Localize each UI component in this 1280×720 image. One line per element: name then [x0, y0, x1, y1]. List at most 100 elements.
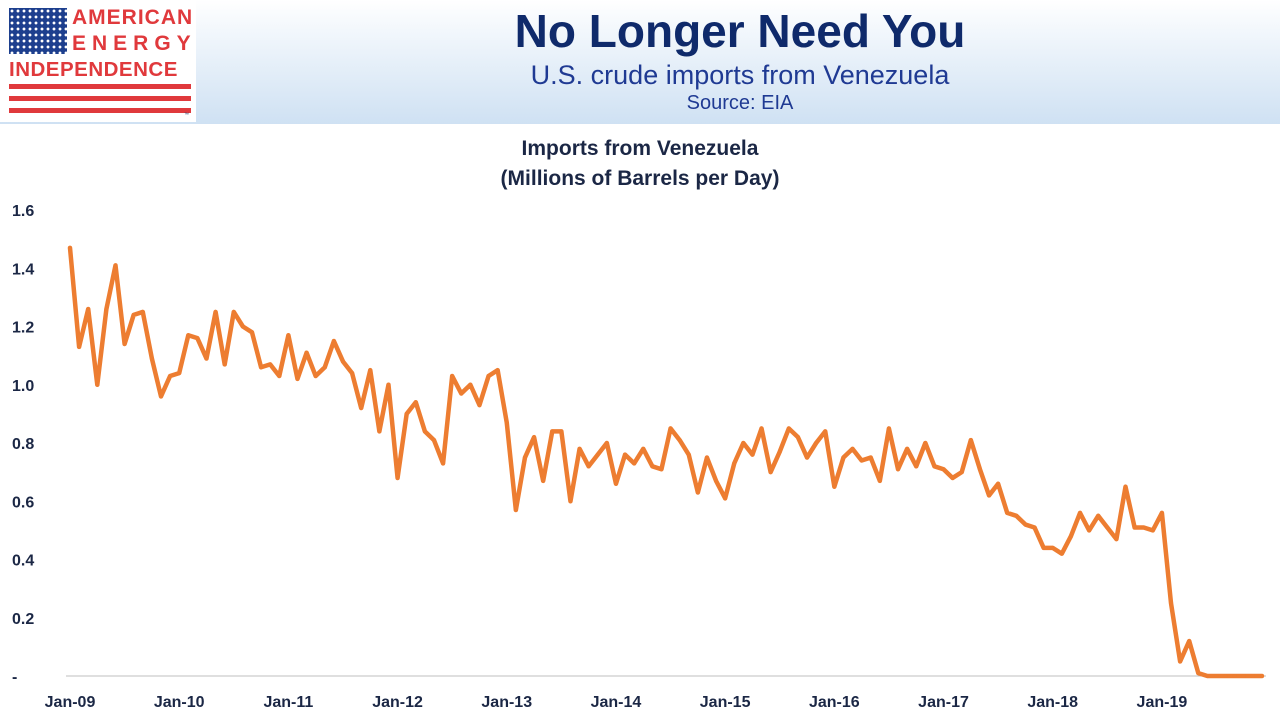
data-point — [140, 309, 145, 314]
chart-title-line1: Imports from Venezuela — [522, 137, 759, 160]
data-point — [996, 481, 1001, 486]
data-point — [95, 382, 100, 387]
data-point — [695, 490, 700, 495]
x-tick-label: Jan-12 — [372, 694, 423, 711]
y-tick-label: 0.4 — [12, 553, 34, 570]
data-point — [131, 312, 136, 317]
data-point — [195, 336, 200, 341]
x-tick-label: Jan-17 — [918, 694, 969, 711]
data-point — [149, 356, 154, 361]
data-point — [832, 484, 837, 489]
data-point — [104, 307, 109, 312]
data-point — [577, 446, 582, 451]
data-point — [850, 446, 855, 451]
data-point — [550, 429, 555, 434]
data-point — [595, 452, 600, 457]
data-point — [286, 333, 291, 338]
data-point — [613, 481, 618, 486]
data-point — [386, 382, 391, 387]
data-point — [240, 324, 245, 329]
data-point — [1123, 484, 1128, 489]
data-point — [686, 452, 691, 457]
logo-trademark: ™ — [184, 112, 189, 118]
x-tick-label: Jan-19 — [1137, 694, 1188, 711]
data-point — [1068, 534, 1073, 539]
data-point — [213, 309, 218, 314]
data-point — [859, 458, 864, 463]
data-point — [304, 350, 309, 355]
data-point — [1078, 510, 1083, 515]
data-point — [868, 455, 873, 460]
data-point — [777, 449, 782, 454]
data-point — [1059, 551, 1064, 556]
data-point — [395, 475, 400, 480]
data-point — [268, 362, 273, 367]
data-point — [805, 455, 810, 460]
header-banner: AMERICAN ENERGY INDEPENDENCE ™ No Longer… — [0, 0, 1280, 124]
x-tick-label: Jan-13 — [481, 694, 532, 711]
logo-text-american: AMERICAN — [72, 6, 194, 29]
y-tick-label: 0.2 — [12, 611, 34, 628]
data-point — [704, 455, 709, 460]
data-point — [1096, 513, 1101, 518]
data-point — [1178, 659, 1183, 664]
data-point — [941, 467, 946, 472]
x-tick-label: Jan-18 — [1027, 694, 1078, 711]
data-point — [222, 362, 227, 367]
data-point — [1187, 639, 1192, 644]
data-point — [723, 496, 728, 501]
data-point — [1023, 522, 1028, 527]
page-subtitle: U.S. crude imports from Venezuela — [530, 60, 950, 90]
page-title: No Longer Need You — [514, 5, 966, 57]
data-point — [641, 446, 646, 451]
data-point — [486, 374, 491, 379]
data-point — [377, 429, 382, 434]
data-point — [795, 435, 800, 440]
data-point — [259, 365, 264, 370]
data-point — [714, 478, 719, 483]
data-point — [1260, 674, 1264, 678]
american-energy-independence-logo: AMERICAN ENERGY INDEPENDENCE ™ — [0, 0, 196, 122]
y-tick-label: 1.6 — [12, 203, 34, 220]
data-point — [86, 307, 91, 312]
data-point — [923, 441, 928, 445]
data-point — [668, 426, 673, 431]
data-point — [841, 455, 846, 460]
data-point — [1205, 674, 1210, 678]
data-point — [322, 365, 327, 370]
data-point — [1005, 510, 1010, 515]
data-point — [1169, 601, 1174, 606]
data-point — [877, 478, 882, 483]
data-point — [623, 452, 628, 457]
x-tick-label: Jan-11 — [263, 694, 313, 711]
data-point — [368, 368, 373, 373]
data-point — [750, 452, 755, 457]
data-point — [1141, 525, 1146, 530]
data-point — [632, 461, 637, 466]
data-point — [1159, 510, 1164, 515]
data-point — [977, 467, 982, 472]
y-tick-label: 1.0 — [12, 378, 34, 395]
data-point — [1250, 674, 1255, 678]
data-point — [359, 406, 364, 411]
logo-text-independence: INDEPENDENCE — [9, 58, 178, 81]
data-point — [441, 461, 446, 466]
data-point — [1041, 545, 1046, 550]
data-point — [786, 426, 791, 431]
data-point — [896, 467, 901, 472]
data-point — [158, 394, 163, 399]
data-point — [987, 493, 992, 498]
data-point — [732, 461, 737, 466]
data-point — [1241, 674, 1246, 678]
data-point — [1214, 674, 1219, 678]
data-point — [932, 464, 937, 469]
data-point — [677, 438, 682, 443]
data-point — [604, 441, 609, 445]
logo-stripe — [9, 84, 191, 89]
data-point — [313, 374, 318, 379]
us-flag-icon — [9, 8, 67, 54]
data-point — [513, 507, 518, 512]
data-point — [814, 441, 819, 445]
data-point — [113, 263, 118, 268]
source-note: Source: EIA — [686, 92, 794, 114]
